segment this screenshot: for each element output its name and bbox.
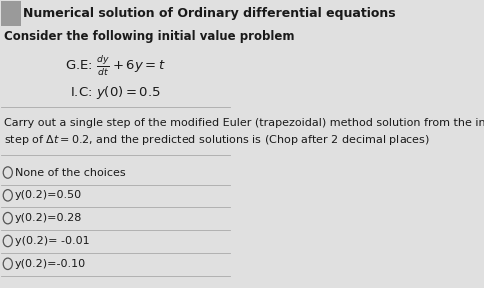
Text: y(0.2)=0.28: y(0.2)=0.28 (15, 213, 82, 223)
Text: I.C: $y(0) = 0.5$: I.C: $y(0) = 0.5$ (70, 84, 161, 101)
Text: Carry out a single step of the modified Euler (trapezoidal) method solution from: Carry out a single step of the modified … (4, 118, 484, 128)
Text: Consider the following initial value problem: Consider the following initial value pro… (4, 30, 294, 43)
Text: step of $\Delta t = 0.2$, and the predicted solutions is (Chop after 2 decimal p: step of $\Delta t = 0.2$, and the predic… (4, 133, 430, 147)
Text: None of the choices: None of the choices (15, 168, 126, 177)
Text: G.E: $\frac{dy}{dt} + 6y = t$: G.E: $\frac{dy}{dt} + 6y = t$ (65, 54, 166, 78)
Text: y(0.2)=-0.10: y(0.2)=-0.10 (15, 259, 86, 269)
Text: y(0.2)=0.50: y(0.2)=0.50 (15, 190, 82, 200)
Text: y(0.2)= -0.01: y(0.2)= -0.01 (15, 236, 90, 246)
Text: Numerical solution of Ordinary differential equations: Numerical solution of Ordinary different… (23, 7, 396, 20)
FancyBboxPatch shape (1, 1, 21, 26)
